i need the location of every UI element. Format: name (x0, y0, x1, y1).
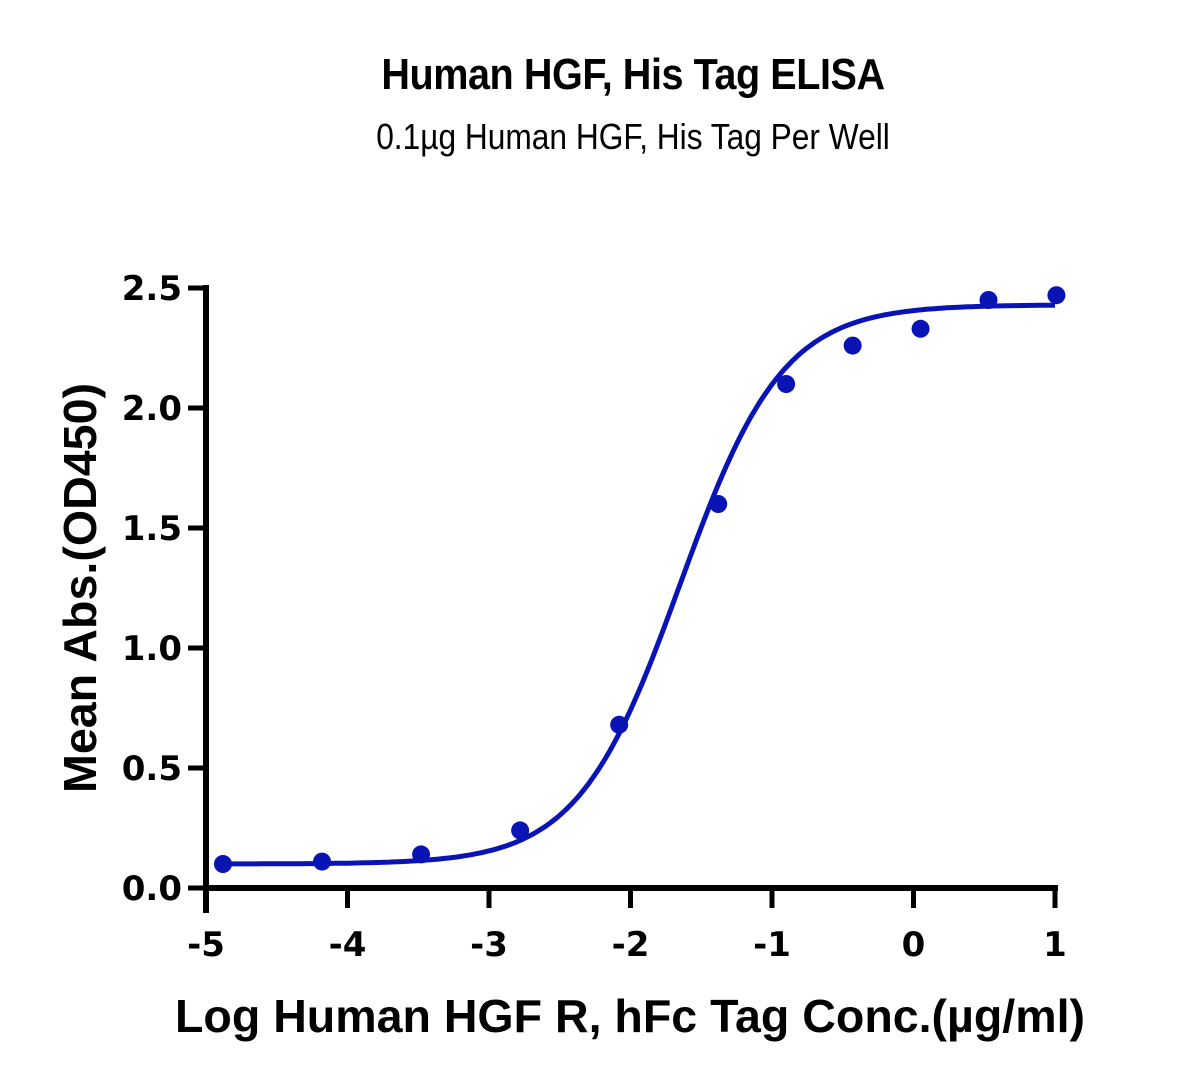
x-tick-label: -2 (612, 925, 650, 965)
x-tick-label: -1 (753, 925, 791, 965)
data-point (213, 855, 232, 873)
data-point (979, 291, 998, 309)
x-tick-label: -3 (470, 925, 508, 965)
x-axis: -5 -4 -3 -2 -1 0 1 (187, 885, 1067, 965)
x-tick-label: -5 (187, 925, 225, 965)
chart-title: Human HGF, His Tag ELISA (381, 50, 885, 99)
fit-curve (223, 302, 1055, 867)
x-tick-label: 1 (1043, 925, 1067, 965)
data-point (1047, 286, 1066, 305)
data-point (313, 852, 332, 871)
data-point (412, 845, 431, 864)
y-axis: 0.0 0.5 1.0 1.5 2.0 2.5 (122, 269, 209, 913)
data-point (709, 495, 728, 513)
chart-subtitle: 0.1µg Human HGF, His Tag Per Well (376, 116, 890, 157)
y-tick-label: 2.5 (122, 269, 182, 309)
data-point (843, 336, 862, 355)
x-tick-label: -4 (329, 925, 367, 965)
data-point (610, 715, 629, 734)
y-tick-label: 0.0 (122, 869, 182, 909)
x-tick-label: 0 (902, 925, 926, 965)
y-tick-label: 1.5 (122, 509, 182, 549)
y-tick-label: 2.0 (122, 389, 182, 429)
y-axis-title: Mean Abs.(OD450) (54, 383, 106, 793)
data-points (213, 286, 1066, 873)
data-point (777, 375, 796, 393)
data-point (911, 319, 930, 338)
x-axis-title: Log Human HGF R, hFc Tag Conc.(µg/ml) (175, 990, 1085, 1042)
y-tick-label: 0.5 (122, 749, 182, 789)
y-tick-label: 1.0 (122, 629, 182, 669)
data-point (511, 821, 530, 840)
fit-line (223, 302, 1055, 867)
